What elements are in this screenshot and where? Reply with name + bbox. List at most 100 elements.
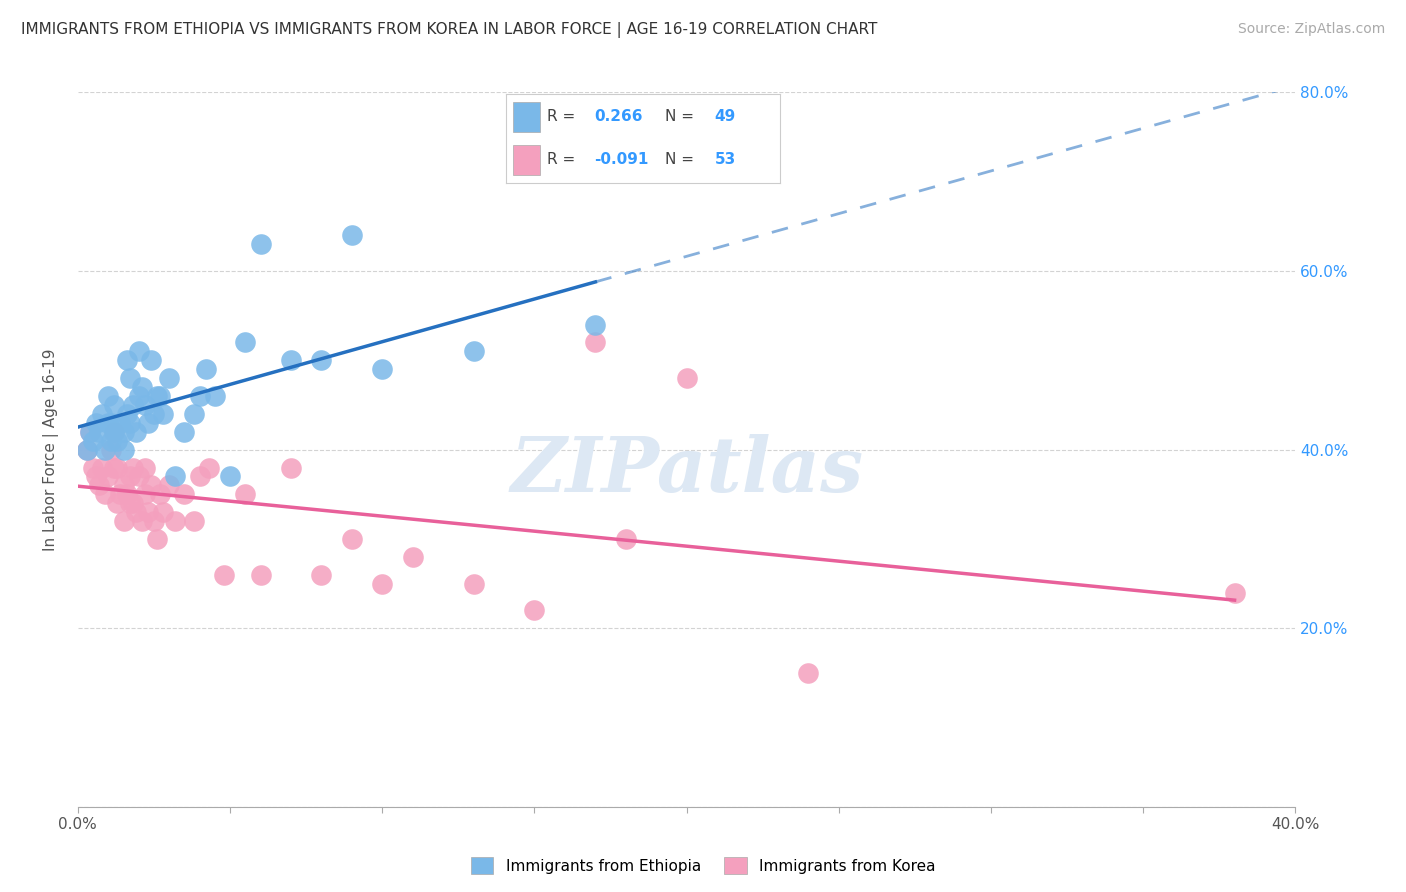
Point xyxy=(128,469,150,483)
Point xyxy=(143,407,166,421)
Point xyxy=(149,389,172,403)
Point xyxy=(97,389,120,403)
Point xyxy=(280,353,302,368)
Point xyxy=(107,460,129,475)
Point xyxy=(118,496,141,510)
Point xyxy=(1223,585,1246,599)
Point xyxy=(107,496,129,510)
Point xyxy=(143,514,166,528)
Point xyxy=(797,665,820,680)
Point xyxy=(97,469,120,483)
Point xyxy=(131,514,153,528)
Point xyxy=(131,380,153,394)
Point xyxy=(233,335,256,350)
Point xyxy=(233,487,256,501)
Point xyxy=(115,407,138,421)
Point xyxy=(340,532,363,546)
Point xyxy=(84,416,107,430)
Point xyxy=(583,318,606,332)
Point xyxy=(219,469,242,483)
Point xyxy=(82,460,104,475)
Legend: Immigrants from Ethiopia, Immigrants from Korea: Immigrants from Ethiopia, Immigrants fro… xyxy=(464,851,942,880)
Point xyxy=(91,460,114,475)
Point xyxy=(134,460,156,475)
Point xyxy=(82,434,104,448)
Point xyxy=(118,469,141,483)
Point xyxy=(311,353,333,368)
Point xyxy=(103,425,125,439)
Point xyxy=(100,434,122,448)
Point xyxy=(197,460,219,475)
Text: 49: 49 xyxy=(714,110,735,124)
Point xyxy=(523,603,546,617)
Point xyxy=(112,478,135,492)
Point xyxy=(152,407,174,421)
Text: 0.266: 0.266 xyxy=(593,110,643,124)
Point xyxy=(79,425,101,439)
Text: IMMIGRANTS FROM ETHIOPIA VS IMMIGRANTS FROM KOREA IN LABOR FORCE | AGE 16-19 COR: IMMIGRANTS FROM ETHIOPIA VS IMMIGRANTS F… xyxy=(21,22,877,38)
Point xyxy=(103,398,125,412)
Point xyxy=(311,567,333,582)
Point xyxy=(134,487,156,501)
Point xyxy=(614,532,637,546)
Point xyxy=(183,514,205,528)
Text: N =: N = xyxy=(665,110,695,124)
Point xyxy=(463,576,485,591)
Point xyxy=(107,434,129,448)
Point xyxy=(340,228,363,243)
Point xyxy=(173,487,195,501)
Point xyxy=(110,416,132,430)
Point xyxy=(371,576,394,591)
Point xyxy=(76,442,98,457)
Point xyxy=(402,549,425,564)
Point xyxy=(165,469,187,483)
Point xyxy=(121,398,143,412)
Point xyxy=(121,496,143,510)
Point xyxy=(136,416,159,430)
FancyBboxPatch shape xyxy=(513,145,540,175)
Text: 53: 53 xyxy=(714,153,735,167)
Point xyxy=(183,407,205,421)
Point xyxy=(112,442,135,457)
Point xyxy=(97,416,120,430)
Point xyxy=(165,514,187,528)
Text: ZIPatlas: ZIPatlas xyxy=(510,434,863,508)
Point xyxy=(100,416,122,430)
Point xyxy=(115,487,138,501)
Point xyxy=(146,532,169,546)
Point xyxy=(149,487,172,501)
Point xyxy=(134,398,156,412)
Point xyxy=(112,514,135,528)
Point xyxy=(110,487,132,501)
Point xyxy=(188,469,211,483)
Point xyxy=(89,478,111,492)
Point xyxy=(249,567,271,582)
Point xyxy=(84,469,107,483)
Point xyxy=(280,460,302,475)
Point xyxy=(583,335,606,350)
Point xyxy=(463,344,485,359)
Point xyxy=(136,505,159,519)
Point xyxy=(139,478,162,492)
FancyBboxPatch shape xyxy=(513,102,540,132)
Point xyxy=(118,416,141,430)
Text: R =: R = xyxy=(547,153,575,167)
Point xyxy=(115,353,138,368)
Point xyxy=(371,362,394,376)
Point xyxy=(194,362,217,376)
Text: Source: ZipAtlas.com: Source: ZipAtlas.com xyxy=(1237,22,1385,37)
Point xyxy=(128,344,150,359)
Point xyxy=(146,389,169,403)
Text: N =: N = xyxy=(665,153,695,167)
Point xyxy=(249,237,271,252)
Point xyxy=(152,505,174,519)
Y-axis label: In Labor Force | Age 16-19: In Labor Force | Age 16-19 xyxy=(44,349,59,551)
Point xyxy=(118,371,141,385)
Point xyxy=(112,425,135,439)
Point xyxy=(212,567,235,582)
Point xyxy=(121,460,143,475)
Text: R =: R = xyxy=(547,110,575,124)
Point xyxy=(125,505,148,519)
Point xyxy=(76,442,98,457)
Point xyxy=(103,425,125,439)
